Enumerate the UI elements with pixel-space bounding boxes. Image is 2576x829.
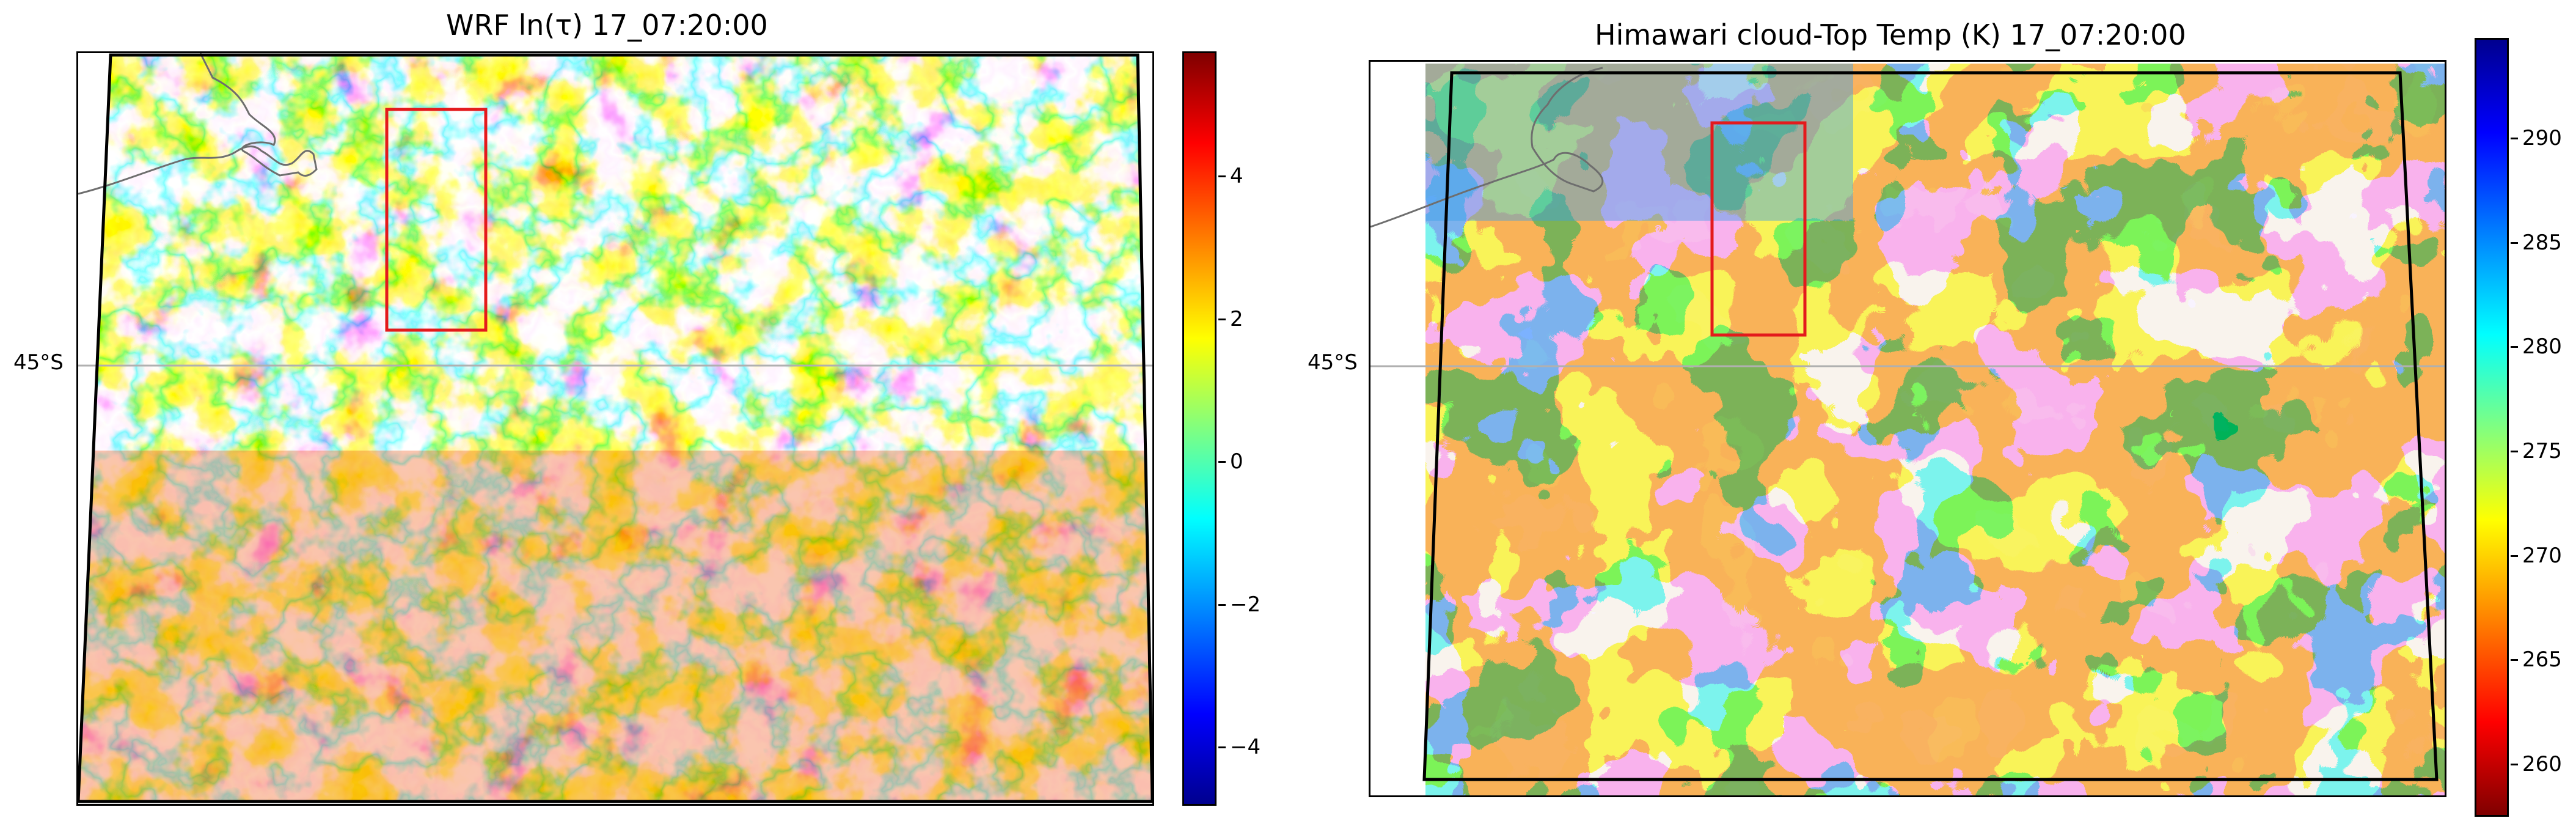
colorbar-tick-mark [1218, 318, 1226, 320]
right-coastline [1370, 67, 1604, 228]
left-map [76, 51, 1154, 806]
right-region-box [1710, 121, 1807, 337]
colorbar-tick-mark [2511, 241, 2518, 244]
colorbar-tick-mark [2511, 764, 2518, 765]
right-map-canvas [1370, 62, 2445, 795]
colorbar-tick-mark [1218, 461, 1226, 463]
left-region-box [385, 108, 488, 332]
colorbar-tick-label: 4 [1230, 164, 1243, 188]
colorbar-tick-label: 285 [2522, 230, 2562, 255]
right-colorbar [2475, 38, 2509, 817]
right-domain-outline [1422, 71, 2439, 781]
colorbar-tick-mark [1218, 746, 1226, 748]
colorbar-tick-label: −4 [1230, 735, 1261, 759]
colorbar-tick-label: 2 [1230, 306, 1243, 331]
left-lat-label: 45°S [13, 350, 64, 375]
colorbar-tick-label: 275 [2522, 439, 2562, 463]
right-panel-title: Himawari cloud-Top Temp (K) 17_07:20:00 [1595, 18, 2186, 51]
colorbar-tick-label: −2 [1230, 592, 1261, 617]
colorbar-tick-label: 260 [2522, 752, 2562, 776]
colorbar-tick-label: 280 [2522, 334, 2562, 359]
left-panel-title: WRF ln(τ) 17_07:20:00 [446, 9, 768, 42]
right-map [1369, 60, 2446, 797]
left-map-canvas [78, 53, 1152, 804]
right-lat-label: 45°S [1308, 350, 1358, 375]
colorbar-tick-mark [1218, 603, 1226, 606]
colorbar-tick-mark [2511, 659, 2518, 661]
left-coastline [78, 53, 318, 195]
colorbar-tick-mark [2511, 346, 2518, 348]
colorbar-tick-label: 290 [2522, 126, 2562, 150]
colorbar-tick-label: 0 [1230, 449, 1243, 474]
colorbar-tick-mark [2511, 138, 2518, 139]
colorbar-tick-mark [1218, 175, 1226, 177]
colorbar-tick-label: 265 [2522, 647, 2562, 672]
colorbar-tick-mark [2511, 555, 2518, 557]
left-domain-outline [78, 53, 1152, 803]
left-colorbar [1182, 51, 1217, 806]
colorbar-tick-mark [2511, 451, 2518, 452]
colorbar-tick-label: 270 [2522, 543, 2562, 568]
